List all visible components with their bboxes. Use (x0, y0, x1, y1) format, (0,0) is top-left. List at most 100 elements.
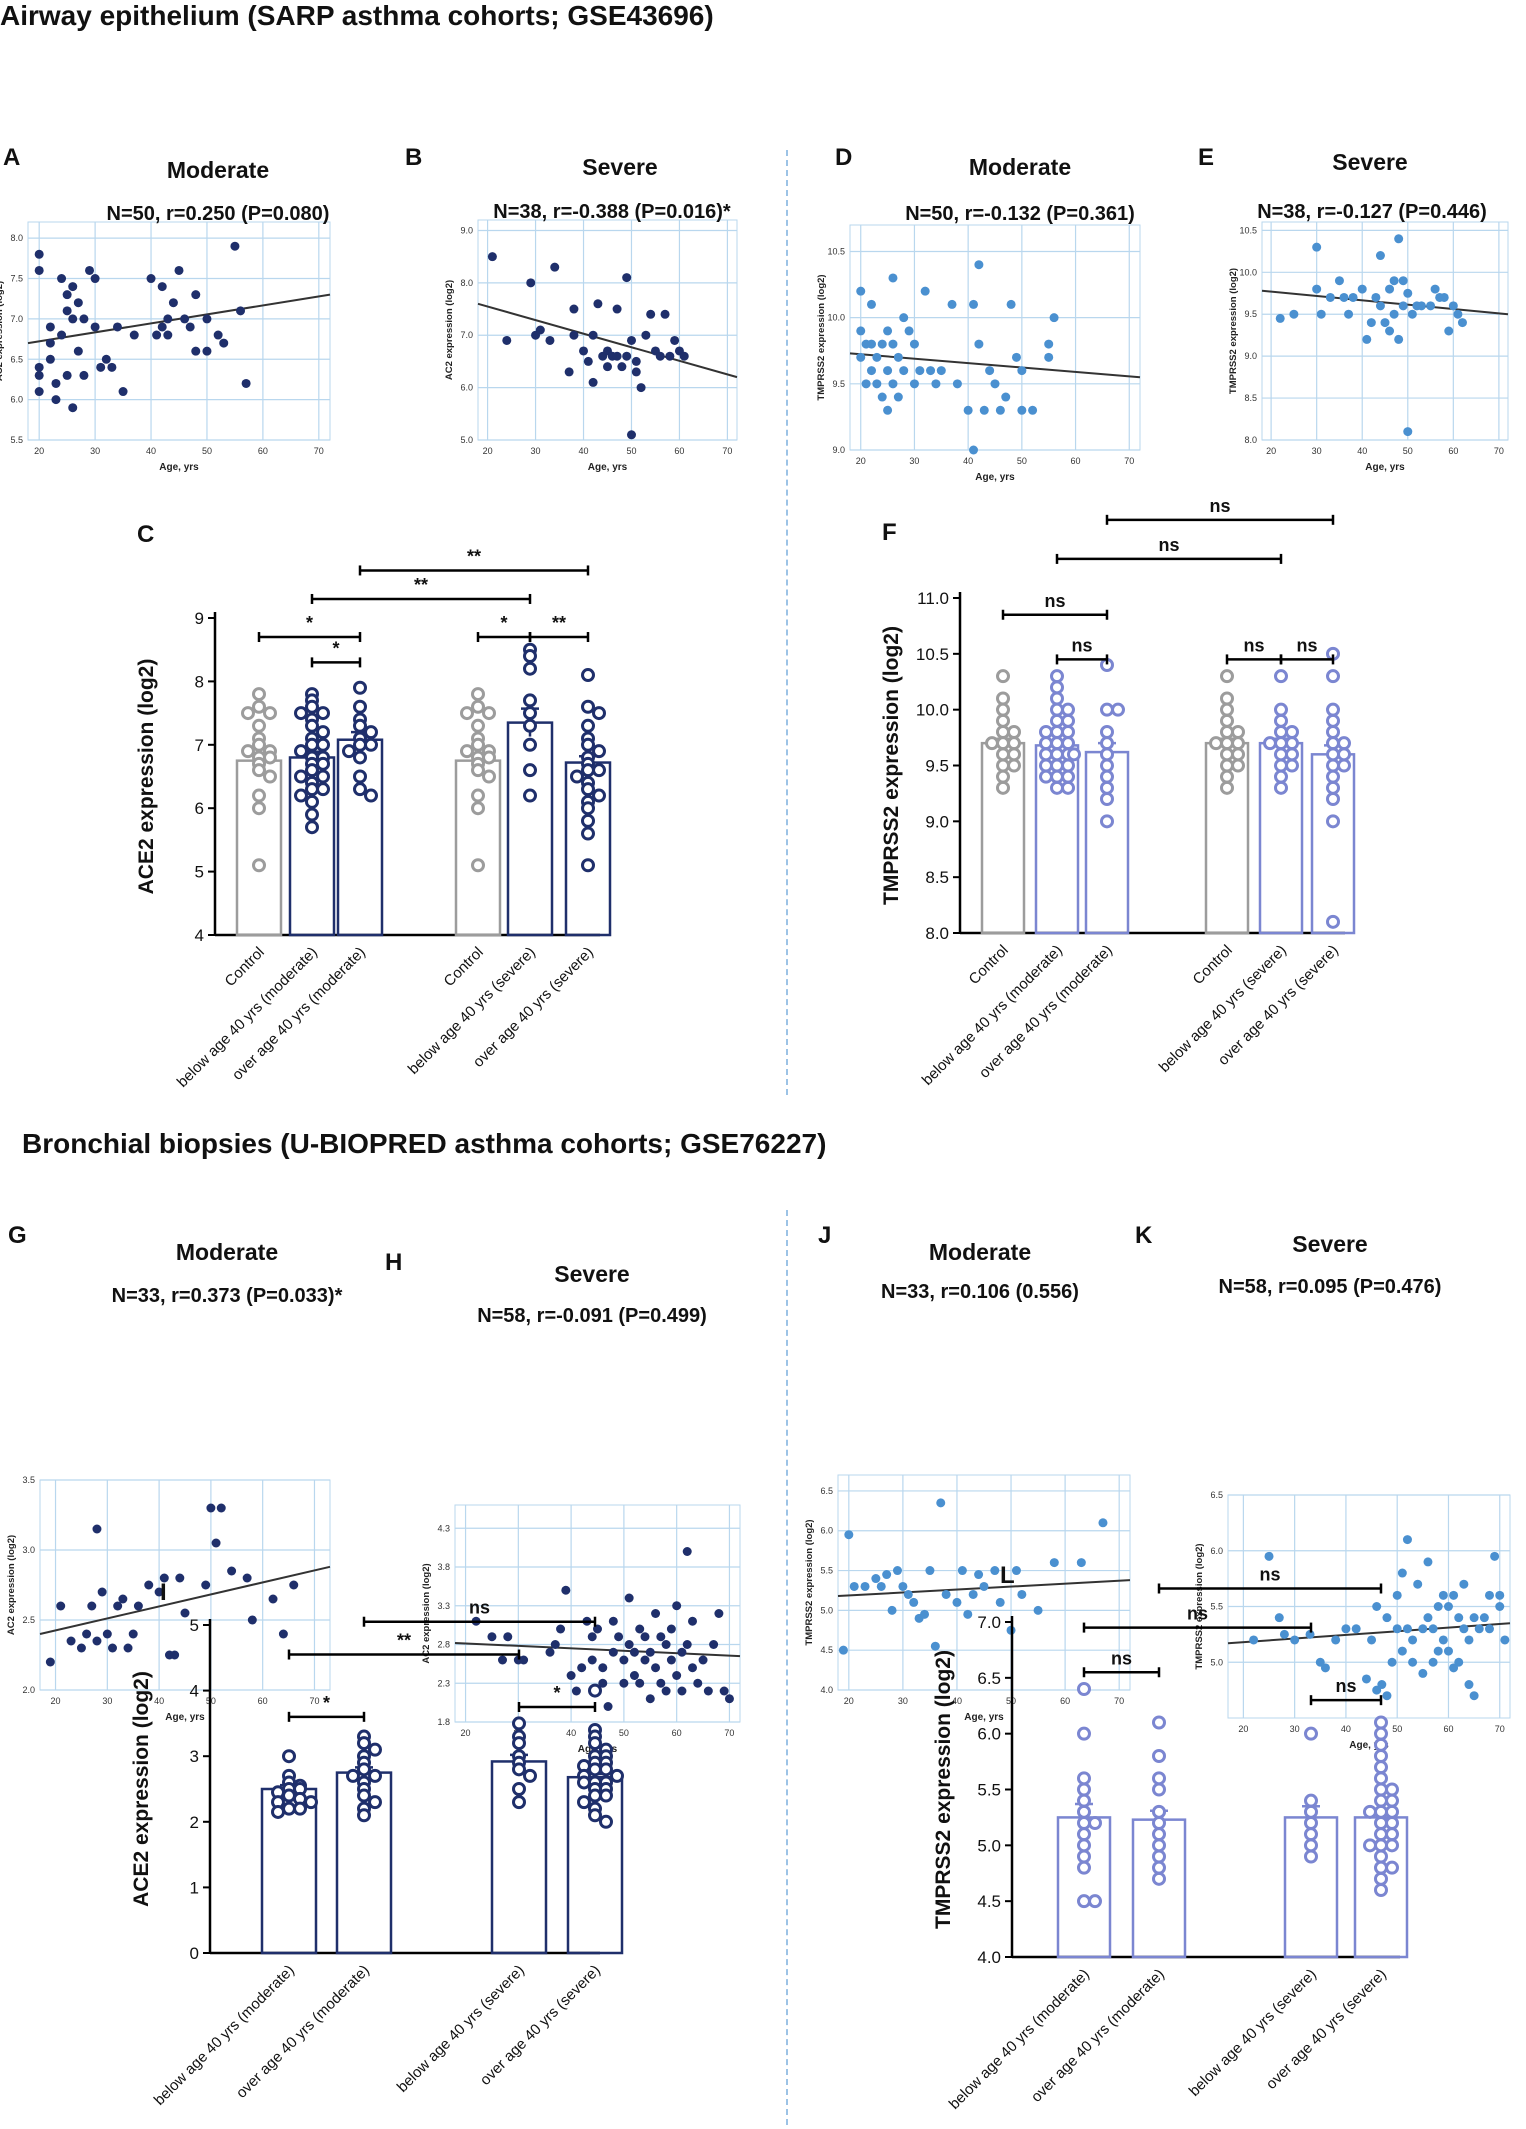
panel-letter: D (835, 144, 852, 171)
data-point (579, 346, 589, 356)
data-point (535, 325, 545, 335)
data-point (294, 769, 308, 784)
data-point (1231, 758, 1245, 773)
y-axis-label: AC2 expression (log2) (421, 1563, 432, 1663)
data-point (1220, 713, 1234, 728)
x-tick-label: 70 (1495, 1724, 1505, 1734)
y-tick-label: 9.0 (1244, 351, 1257, 361)
x-axis-label: Age, yrs (964, 1712, 1004, 1723)
data-point (635, 1624, 645, 1634)
data-point (1077, 1726, 1091, 1741)
data-point (599, 1814, 613, 1829)
significance-label: * (323, 1693, 330, 1713)
data-point (1152, 1771, 1166, 1786)
data-point (118, 1594, 128, 1604)
data-point (1385, 1827, 1399, 1842)
y-tick-label: 4.5 (820, 1645, 833, 1655)
data-point (1444, 326, 1454, 336)
data-point (629, 1671, 639, 1680)
data-point (252, 737, 266, 752)
data-point (550, 262, 560, 272)
data-point (512, 1736, 526, 1751)
y-tick-label: 10.5 (916, 645, 949, 664)
data-point (523, 706, 537, 721)
data-point (1438, 1635, 1448, 1645)
data-point (871, 1574, 881, 1584)
data-point (1100, 758, 1114, 773)
data-point (252, 801, 266, 816)
data-point (688, 1663, 697, 1673)
data-point (252, 763, 266, 778)
data-point (1077, 1793, 1091, 1808)
data-point (892, 1566, 902, 1576)
data-point (368, 1795, 382, 1810)
data-point (1044, 339, 1054, 349)
x-axis-label: Age, yrs (1365, 462, 1405, 473)
data-point (1100, 747, 1114, 762)
y-tick-label: 5.0 (820, 1605, 833, 1615)
data-point (1274, 736, 1288, 751)
y-tick-label: 2.3 (437, 1678, 450, 1688)
data-point (640, 1655, 650, 1665)
data-point (1111, 702, 1125, 717)
data-point (844, 1530, 854, 1540)
x-tick-label: 60 (1443, 1724, 1453, 1734)
data-point (1385, 284, 1395, 294)
data-point (592, 788, 606, 803)
data-point (1305, 1629, 1315, 1639)
category-label: Control (441, 944, 487, 990)
data-point (271, 1804, 285, 1819)
data-point (252, 699, 266, 714)
data-point (1044, 352, 1054, 362)
data-point (241, 744, 255, 759)
data-point (1220, 769, 1234, 784)
x-tick-label: 70 (722, 446, 732, 456)
data-point (583, 356, 593, 366)
data-point (719, 1686, 729, 1696)
data-point (610, 1768, 624, 1783)
data-point (206, 1503, 216, 1513)
data-point (1341, 1624, 1351, 1634)
data-point (1443, 1646, 1453, 1656)
significance-label: ** (397, 1631, 411, 1651)
data-point (882, 1570, 892, 1580)
data-point (512, 1795, 526, 1810)
data-point (1339, 292, 1349, 302)
panel-title: Severe (554, 1261, 629, 1287)
data-point (1457, 318, 1467, 328)
data-point (1428, 1624, 1438, 1634)
data-point (556, 1624, 566, 1634)
y-tick-label: 5.5 (977, 1781, 1001, 1800)
data-point (1433, 1646, 1443, 1656)
data-point (90, 274, 100, 284)
data-point (305, 794, 319, 809)
y-tick-label: 5.5 (10, 435, 23, 445)
data-point (305, 699, 319, 714)
x-tick-label: 30 (909, 456, 919, 466)
y-tick-label: 10.5 (1239, 225, 1257, 235)
data-point (1385, 1782, 1399, 1797)
data-point (581, 813, 595, 828)
data-point (357, 1736, 371, 1751)
x-tick-label: 20 (51, 1696, 61, 1706)
data-point (990, 379, 1000, 389)
data-point (612, 351, 622, 361)
data-point (73, 346, 83, 356)
data-point (1039, 758, 1053, 773)
data-point (1372, 1602, 1382, 1611)
data-point (587, 1655, 597, 1665)
data-point (974, 339, 984, 349)
data-point (289, 1580, 299, 1590)
data-point (252, 718, 266, 733)
data-point (1100, 702, 1114, 717)
x-tick-label: 60 (1071, 456, 1081, 466)
data-point (1408, 1635, 1418, 1645)
x-tick-label: 50 (619, 1728, 629, 1738)
data-point (1033, 1605, 1043, 1615)
data-point (293, 1801, 307, 1816)
panel-subtitle: N=58, r=0.095 (P=0.476) (1219, 1276, 1442, 1298)
x-axis-label: Age, yrs (588, 462, 628, 473)
y-tick-label: 11.0 (917, 589, 949, 608)
data-point (92, 1636, 102, 1646)
data-point (1469, 1613, 1479, 1623)
